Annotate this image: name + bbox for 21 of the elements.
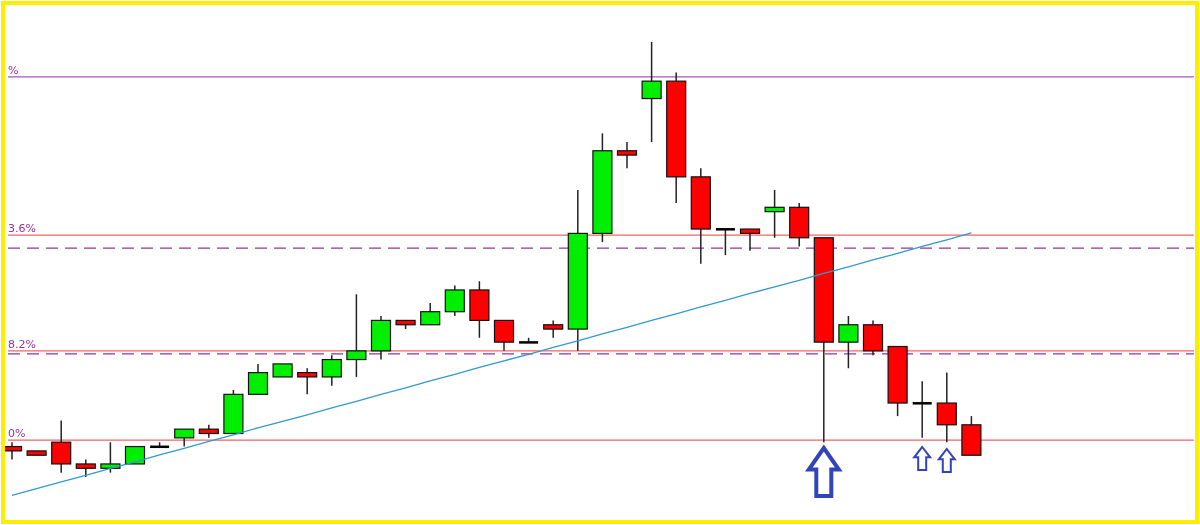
- candlestick: [764, 189, 785, 239]
- candlestick: [297, 367, 318, 396]
- candlestick: [739, 228, 761, 252]
- candlestick: [641, 41, 662, 143]
- candlestick: [321, 354, 342, 387]
- candlestick: [346, 293, 367, 378]
- candlestick: [912, 380, 932, 439]
- candlestick: [616, 141, 638, 169]
- candlestick: [444, 284, 465, 317]
- candlestick: [543, 319, 564, 339]
- candlestick: [838, 315, 859, 369]
- candlestick: [493, 319, 515, 352]
- annotation: 0%: [8, 427, 26, 441]
- annotation: 3.6%: [8, 222, 36, 236]
- candlestick: [420, 302, 441, 326]
- candlestick: [247, 363, 269, 396]
- candlestick: [715, 228, 735, 256]
- annotation: %: [8, 63, 19, 77]
- annotation: 8.2%: [8, 337, 36, 351]
- candlestick: [51, 419, 72, 474]
- candlestick: [936, 371, 957, 443]
